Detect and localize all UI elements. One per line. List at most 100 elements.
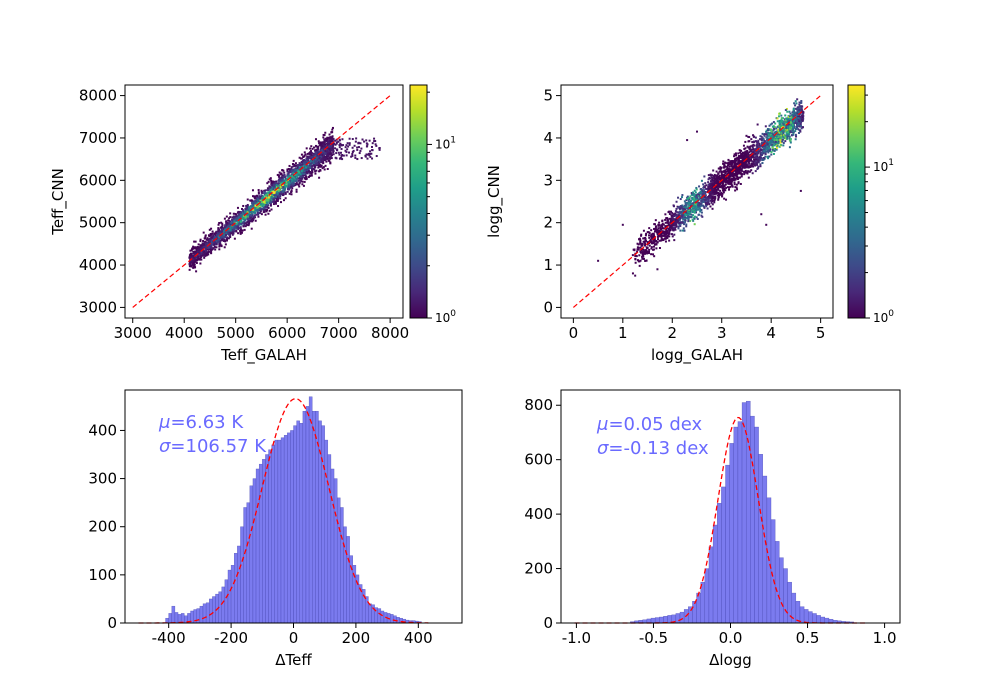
density-point	[667, 227, 670, 230]
density-point	[728, 186, 731, 189]
density-point	[225, 220, 228, 223]
density-point	[646, 231, 649, 234]
density-point	[747, 166, 750, 169]
density-point	[650, 235, 653, 238]
density-point	[652, 239, 655, 242]
density-point	[242, 225, 245, 228]
density-point	[194, 251, 197, 254]
density-point	[793, 126, 796, 129]
density-point	[699, 188, 702, 191]
density-point	[700, 214, 703, 217]
density-point	[189, 265, 192, 268]
density-point	[229, 216, 232, 219]
panel-teff-scatter: 3000 4000 5000 6000 7000 80003000400050006000…	[49, 84, 456, 365]
density-point	[300, 161, 303, 164]
density-point	[221, 222, 224, 225]
density-point	[309, 147, 312, 150]
density-point	[652, 245, 655, 248]
density-point	[778, 130, 781, 133]
density-point	[699, 190, 702, 193]
density-point	[314, 158, 317, 161]
density-point	[670, 224, 673, 227]
density-point	[282, 180, 285, 183]
density-point	[669, 221, 672, 224]
density-point	[731, 179, 734, 182]
density-point	[307, 155, 310, 158]
density-point	[331, 128, 334, 131]
density-point	[325, 160, 328, 163]
density-point	[753, 144, 756, 147]
density-point	[764, 146, 767, 149]
density-point	[216, 230, 219, 233]
density-point	[670, 217, 673, 220]
density-point	[734, 189, 737, 192]
density-point	[322, 156, 325, 159]
density-point	[326, 157, 329, 160]
density-point	[257, 205, 260, 208]
density-point	[355, 137, 358, 140]
density-point	[682, 227, 685, 230]
density-point	[340, 144, 343, 147]
density-point	[730, 183, 733, 186]
density-point	[700, 179, 703, 182]
density-point	[736, 157, 739, 160]
density-point	[791, 134, 794, 137]
density-point	[335, 142, 338, 145]
density-point	[707, 181, 710, 184]
density-point	[290, 190, 293, 193]
density-point	[660, 233, 663, 236]
density-point	[202, 239, 205, 242]
density-point	[717, 195, 720, 198]
density-point	[641, 243, 644, 246]
density-point	[247, 212, 250, 215]
density-point	[263, 209, 266, 212]
density-point	[342, 154, 345, 157]
density-point	[202, 242, 205, 245]
density-point	[307, 160, 310, 163]
density-point	[375, 144, 378, 147]
density-point	[273, 188, 276, 191]
density-point	[254, 200, 257, 203]
density-point	[219, 237, 222, 240]
density-point	[292, 174, 295, 177]
density-point	[334, 143, 337, 146]
density-point	[276, 173, 279, 176]
density-point	[238, 222, 241, 225]
density-point	[701, 193, 704, 196]
density-point	[331, 137, 334, 140]
density-point	[246, 223, 249, 226]
density-point	[255, 200, 258, 203]
density-point	[290, 169, 293, 172]
density-point	[751, 148, 754, 151]
density-point	[316, 147, 319, 150]
density-point	[706, 197, 709, 200]
density-point	[641, 255, 644, 258]
density-point	[270, 187, 273, 190]
colorbar-tick-exponent: 1	[450, 135, 456, 145]
density-point	[772, 120, 775, 123]
density-point	[266, 208, 269, 211]
density-point	[779, 138, 782, 141]
density-point	[259, 195, 262, 198]
density-point	[667, 222, 670, 225]
density-point	[792, 118, 795, 121]
density-point	[682, 210, 685, 213]
density-point	[337, 151, 340, 154]
density-point	[646, 252, 649, 255]
density-point	[287, 175, 290, 178]
density-point	[207, 246, 210, 249]
density-point	[677, 206, 680, 209]
density-point	[209, 251, 212, 254]
density-point	[303, 174, 306, 177]
density-point	[762, 137, 765, 140]
density-point	[271, 197, 274, 200]
density-point	[786, 134, 789, 137]
density-point	[285, 182, 288, 185]
density-point	[221, 239, 224, 242]
density-point	[204, 252, 207, 255]
density-point	[778, 145, 781, 148]
density-point	[724, 165, 727, 168]
density-point	[250, 212, 253, 215]
density-point	[716, 181, 719, 184]
density-point	[365, 139, 368, 142]
